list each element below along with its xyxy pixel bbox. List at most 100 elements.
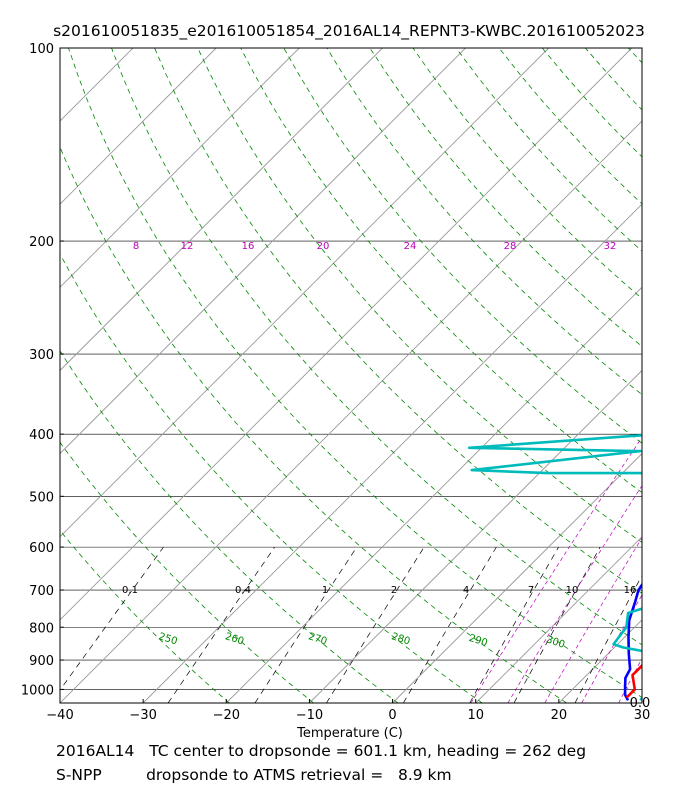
isotherm-line <box>475 536 642 703</box>
theta-e-label: 12 <box>181 241 194 252</box>
dry-adiabat-line <box>60 253 483 703</box>
dry-adiabat-line <box>369 48 642 347</box>
dry-adiabat-line <box>584 48 642 111</box>
moist-adiabat-line <box>470 436 642 703</box>
mixing-ratio-line <box>167 546 275 703</box>
mixing-ratio-line <box>574 574 642 703</box>
theta-e-label: 20 <box>317 241 330 252</box>
dry-adiabat-line <box>68 48 642 698</box>
dry-adiabat-label: 280 <box>390 631 412 647</box>
mixing-ratio-label: 1 <box>322 585 328 596</box>
isotherm-line <box>60 120 642 703</box>
dry-adiabat-line <box>60 146 567 703</box>
mixing-ratio-label: 7 <box>528 585 534 596</box>
dry-adiabat-line <box>628 48 642 64</box>
isotherm-line <box>225 286 642 703</box>
mixing-ratio-label: 2 <box>391 585 397 596</box>
dry-adiabat-line <box>60 529 230 703</box>
caption-line-2: S-NPP dropsonde to ATMS retrieval = 8.9 … <box>56 766 452 784</box>
y-tick-label: 400 <box>29 428 54 443</box>
mixing-ratio-label: 0.4 <box>235 585 251 596</box>
dry-adiabat-line <box>671 48 700 703</box>
plot-frame <box>59 47 643 704</box>
isotherm-line <box>60 48 633 621</box>
isotherm-line <box>60 48 550 538</box>
moist-adiabat-line <box>507 484 642 703</box>
caption-line-1: 2016AL14 TC center to dropsonde = 601.1 … <box>56 742 587 760</box>
theta-e-label: 32 <box>604 241 617 252</box>
dry-adiabat-label: 260 <box>224 631 246 647</box>
y-tick-label: 500 <box>29 490 54 505</box>
grid-layer <box>0 48 700 703</box>
y-tick-label: 800 <box>29 621 54 636</box>
dry-adiabat-label: 270 <box>307 631 329 647</box>
y-tick-label: 200 <box>29 235 54 250</box>
moist-adiabat-line <box>692 241 700 703</box>
moist-adiabat-line <box>618 657 642 703</box>
x-tick-label: −40 <box>46 708 73 723</box>
isotherm-line <box>60 48 383 372</box>
mixing-ratio-label: 4 <box>463 585 469 596</box>
mixing-ratio-line <box>60 546 164 691</box>
theta-e-label: 8 <box>133 241 139 252</box>
sounding-series-line <box>625 663 642 699</box>
dry-adiabat-label: 300 <box>545 634 567 650</box>
mixing-ratio-line <box>254 546 358 703</box>
isotherm-line <box>0 48 50 703</box>
mixing-ratio-label: 10 <box>566 585 579 596</box>
mixing-ratio-label: 0.1 <box>122 585 138 596</box>
y-tick-label: 100 <box>29 42 54 57</box>
isotherm-line <box>558 619 642 703</box>
axes-layer: −40 −30 −20 −10 0 10 20 30 100 200 300 400 500 600 700… <box>21 42 650 723</box>
dry-adiabat-line <box>60 350 399 703</box>
isotherm-line <box>60 48 134 122</box>
moist-adiabat-line <box>656 241 700 703</box>
x-tick-label: −20 <box>213 708 240 723</box>
isotherm-line <box>60 48 300 288</box>
isotherm-line <box>309 369 642 703</box>
isotherm-line <box>641 702 642 703</box>
dry-adiabat-label: 250 <box>157 631 179 647</box>
mixing-ratio-line <box>469 546 559 703</box>
isotherm-line <box>392 452 642 703</box>
dry-adiabat-line <box>541 48 642 158</box>
mixing-ratio-label: 16 <box>624 585 637 596</box>
y-tick-label: 700 <box>29 584 54 599</box>
dry-adiabat-line <box>412 48 642 300</box>
x-axis-label: Temperature (C) <box>296 726 403 740</box>
dry-adiabat-line <box>111 48 642 646</box>
x-tick-label: 10 <box>467 708 484 723</box>
isotherm-line <box>60 48 466 455</box>
theta-e-label: 16 <box>242 241 255 252</box>
theta-e-label: 28 <box>504 241 517 252</box>
x-tick-label: 30 <box>634 708 651 723</box>
y-tick-label: 1000 <box>21 683 54 698</box>
dry-adiabat-line <box>60 441 314 703</box>
y-tick-label: 300 <box>29 348 54 363</box>
x-tick-label: 0 <box>388 708 396 723</box>
x-tick-label: −10 <box>296 708 323 723</box>
mixing-ratio-line <box>326 546 425 703</box>
dry-adiabat-line <box>498 48 642 205</box>
theta-e-label: 24 <box>404 241 417 252</box>
skewt-chart: s201610051835_e201610051854_2016AL14_REP… <box>0 22 700 741</box>
dry-adiabat-line <box>154 48 642 594</box>
series-layer <box>467 48 700 701</box>
x-tick-label: 20 <box>551 708 568 723</box>
dry-adiabat-line <box>455 48 642 252</box>
isotherm-line <box>60 48 217 205</box>
sounding-series-line <box>649 48 700 700</box>
sounding-series-line <box>467 433 642 701</box>
y-tick-label: 600 <box>29 541 54 556</box>
dry-adiabat-line <box>326 48 642 396</box>
dry-adiabat-line <box>197 48 642 543</box>
dry-adiabat-label: 290 <box>467 633 489 649</box>
x-tick-label: −30 <box>129 708 156 723</box>
sounding-series-line <box>623 582 642 701</box>
isotherm-line <box>142 203 642 703</box>
dry-adiabat-line <box>283 48 642 444</box>
mixing-ratio-line <box>402 546 497 703</box>
chart-title: s201610051835_e201610051854_2016AL14_REP… <box>53 22 645 41</box>
